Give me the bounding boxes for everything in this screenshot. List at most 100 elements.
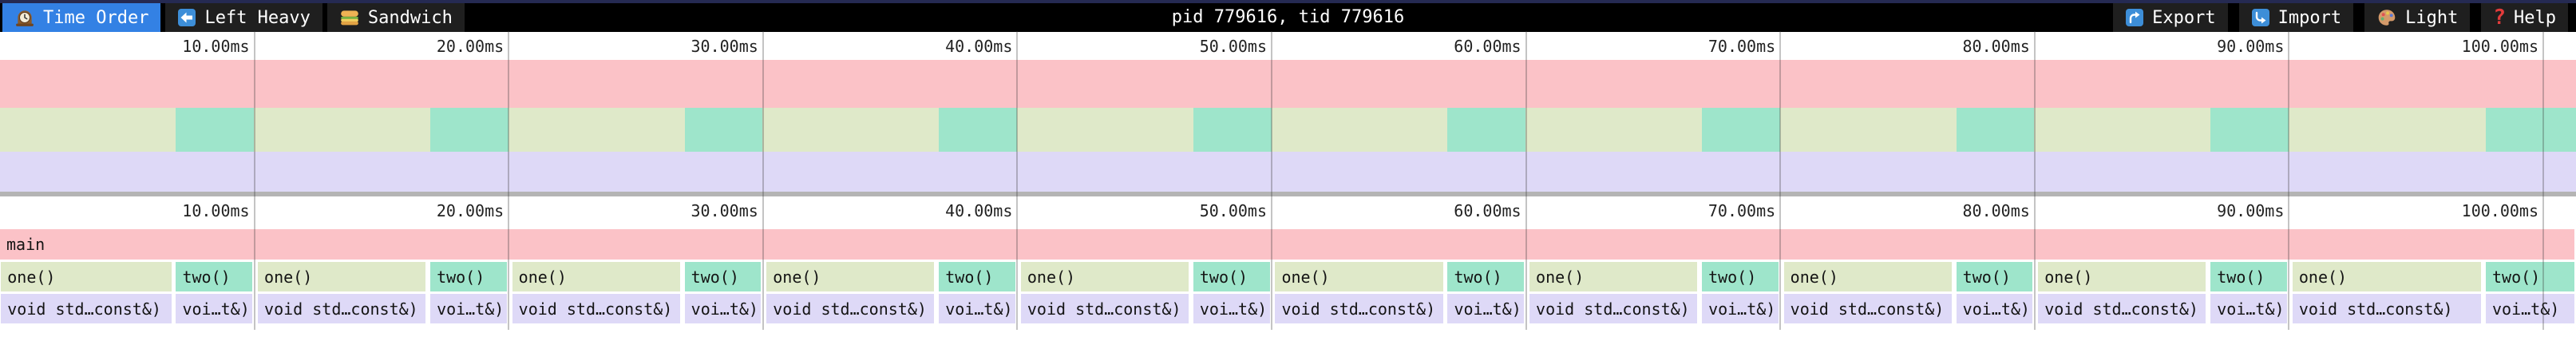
flame-block-leaf[interactable]: voi…t&) [1702,294,1779,323]
flame-row-level2: void std…const&) voi…t&) void std…const&) v… [0,294,2576,323]
axis-tick-label: 90.00ms [2217,201,2285,220]
flame-block-one[interactable]: one() [1020,262,1189,291]
flame-block-two[interactable]: two() [2210,262,2288,291]
flame-block-two[interactable]: two() [176,262,253,291]
axis-tick-label: 70.00ms [1707,201,1776,220]
tab-label: Left Heavy [204,7,311,28]
frame-label: one() [518,267,567,287]
flame-block-main[interactable]: main [0,229,2575,260]
flame-block-leaf[interactable]: void std…const&) [766,294,935,323]
tab-sandwich[interactable]: Sandwich [326,3,465,32]
flame-block-leaf[interactable]: void std…const&) [1020,294,1189,323]
flame-block-leaf[interactable]: voi…t&) [1956,294,2033,323]
axis-tick-label: 100.00ms [2461,201,2538,220]
action-label: Export [2152,7,2216,28]
flame-block-two[interactable]: two() [430,262,507,291]
flame-block-two[interactable]: two() [1447,262,1525,291]
import-button[interactable]: Import [2238,3,2354,32]
axis-tick-label: 20.00ms [436,201,505,220]
flame-block-leaf[interactable]: void std…const&) [1529,294,1698,323]
toolbar: Time Order Left Heavy Sandwich [0,3,2576,32]
flame-block-one[interactable]: one() [1,262,172,291]
minimap-two-block[interactable] [430,108,508,152]
axis-tick-label: 60.00ms [1454,37,1521,56]
flame-block-leaf[interactable]: void std…const&) [1275,294,1443,323]
frame-label: one() [2298,267,2348,287]
help-button[interactable]: ? Help [2481,3,2568,32]
flame-block-one[interactable]: one() [1529,262,1698,291]
frame-label: voi…t&) [1962,299,2030,319]
tab-left-heavy[interactable]: Left Heavy [165,3,322,32]
flame-block-two[interactable]: two() [939,262,1016,291]
flame-block-leaf[interactable]: voi…t&) [430,294,507,323]
import-icon [2251,8,2270,27]
frame-label: voi…t&) [1454,299,1521,319]
flame-block-leaf[interactable]: voi…t&) [2485,294,2575,323]
minimap-time-axis[interactable]: 10.00ms 20.00ms 30.00ms 40.00ms 50.00ms 60.00… [0,32,2576,60]
flame-block-leaf[interactable]: void std…const&) [258,294,426,323]
axis-tick-label: 10.00ms [182,37,250,56]
flame-block-leaf[interactable]: void std…const&) [1,294,172,323]
flame-block-two[interactable]: two() [1193,262,1270,291]
flame-block-one[interactable]: one() [1783,262,1952,291]
theme-toggle-button[interactable]: Light [2364,3,2471,32]
flame-block-one[interactable]: one() [766,262,935,291]
flame-block-leaf[interactable]: voi…t&) [2210,294,2288,323]
flame-block-leaf[interactable]: voi…t&) [939,294,1016,323]
axis-tick-label: 80.00ms [1962,37,2030,56]
minimap-two-block[interactable] [1702,108,1780,152]
flame-block-leaf[interactable]: voi…t&) [176,294,253,323]
flame-block-two[interactable]: two() [684,262,762,291]
flame-block-leaf[interactable]: voi…t&) [1447,294,1525,323]
minimap-band-main[interactable] [0,60,2576,108]
help-icon: ? [2493,6,2507,30]
minimap-flame-divider[interactable] [0,192,2576,196]
export-button[interactable]: Export [2113,3,2228,32]
axis-tick-label: 70.00ms [1707,37,1776,56]
flame-block-leaf[interactable]: void std…const&) [1783,294,1952,323]
minimap-band-leaf[interactable] [0,152,2576,192]
frame-label: two() [1454,267,1502,287]
flame-block-leaf[interactable]: void std…const&) [2038,294,2206,323]
flame-block-two[interactable]: two() [2485,262,2575,291]
window-top-strip [0,0,2576,3]
flame-block-one[interactable]: one() [1275,262,1443,291]
frame-label: two() [690,267,739,287]
action-label: Help [2514,7,2556,28]
flame-block-two[interactable]: two() [1702,262,1779,291]
minimap-two-block[interactable] [684,108,763,152]
axis-tick-label: 40.00ms [945,201,1013,220]
flame-row-level1: one() two() one() two() one() two() one() two()… [0,262,2576,291]
minimap-two-block[interactable] [1193,108,1272,152]
frame-label: voi…t&) [1199,299,1268,319]
flame-block-leaf[interactable]: voi…t&) [684,294,762,323]
frame-label: one() [2044,267,2093,287]
flame-block-leaf[interactable]: void std…const&) [512,294,680,323]
minimap-two-block[interactable] [2210,108,2289,152]
frame-label: one() [1536,267,1585,287]
flame-block-one[interactable]: one() [2038,262,2206,291]
tab-label: Time Order [43,7,149,28]
flame-block-leaf[interactable]: voi…t&) [1193,294,1270,323]
minimap-two-block[interactable] [939,108,1018,152]
tab-time-order[interactable]: Time Order [2,3,161,32]
flamegraph-time-axis[interactable]: 10.00ms 20.00ms 30.00ms 40.00ms 50.00ms 60.00… [0,196,2576,229]
flame-block-one[interactable]: one() [512,262,680,291]
flamegraph: main one() two() one() two() one() two() one()… [0,229,2576,337]
axis-tick-label: 60.00ms [1454,201,1521,220]
minimap-band-one-two[interactable] [0,108,2576,152]
clock-icon [14,7,35,28]
flame-block-leaf[interactable]: void std…const&) [2292,294,2482,323]
flame-block-two[interactable]: two() [1956,262,2033,291]
minimap-two-block[interactable] [1956,108,2035,152]
frame-label: voi…t&) [690,299,758,319]
minimap-two-block[interactable] [176,108,255,152]
minimap-two-block[interactable] [2485,108,2576,152]
flame-block-one[interactable]: one() [258,262,426,291]
frame-label: void std…const&) [1536,299,1690,319]
minimap-two-block[interactable] [1447,108,1526,152]
frame-label: two() [2491,267,2541,287]
palette-icon [2376,7,2397,28]
flame-block-one[interactable]: one() [2292,262,2482,291]
